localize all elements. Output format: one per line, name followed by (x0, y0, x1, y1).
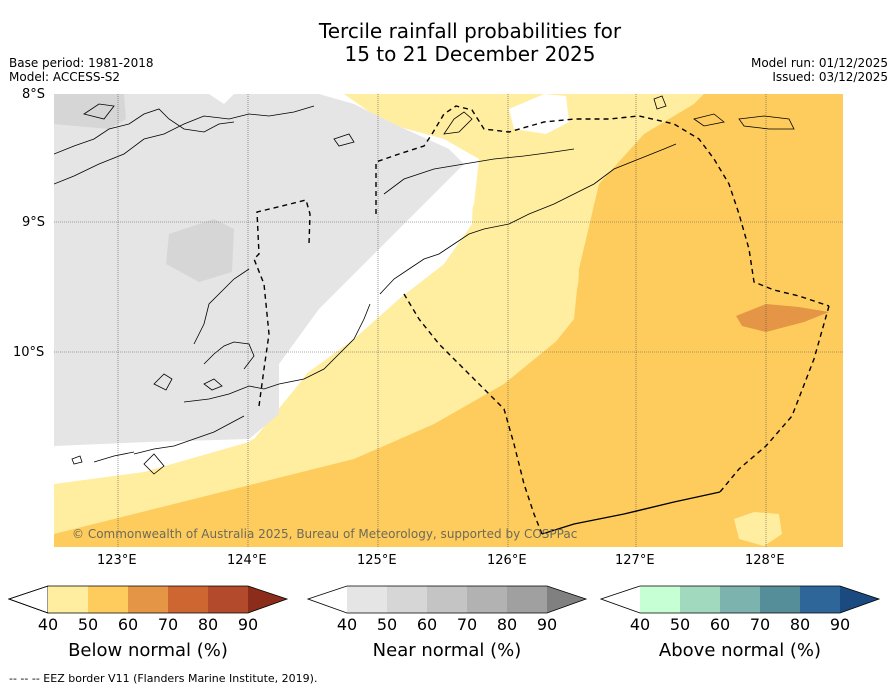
near-tick-50: 50 (376, 615, 398, 634)
below-tick-90: 90 (237, 615, 259, 634)
below-swatch-90 (208, 586, 248, 613)
above-tick-80: 80 (789, 615, 811, 634)
rainfall-map (54, 94, 843, 547)
near-swatch-90 (507, 586, 547, 613)
near-swatch-70 (427, 586, 467, 613)
above-normal-label: Above normal (%) (658, 640, 822, 661)
below-tick-70: 70 (157, 615, 179, 634)
near-tick-90: 90 (536, 615, 558, 634)
high-probability-spot (736, 304, 829, 332)
colorbar-above (600, 585, 881, 614)
near-normal-label: Near normal (%) (372, 640, 522, 661)
lon-label-128e: 128°E (745, 553, 785, 568)
near-tick-80: 80 (496, 615, 518, 634)
coastlines (54, 95, 795, 475)
below-tick-60: 60 (117, 615, 139, 634)
yellow-blob (734, 512, 782, 546)
model-run: Model run: 01/12/2025 (750, 56, 888, 70)
above-tick-50: 50 (669, 615, 691, 634)
meta-left: Base period: 1981-2018 Model: ACCESS-S2 (9, 56, 154, 84)
title-line-2: 15 to 21 December 2025 (344, 42, 596, 66)
lat-label-9s: 9°S (22, 215, 46, 230)
near-swatch-under (308, 586, 347, 613)
near-swatch-80 (467, 586, 507, 613)
near-swatch-over (547, 586, 586, 613)
lat-label-8s: 8°S (22, 87, 46, 102)
above-swatch-50 (640, 586, 680, 613)
lon-label-124e: 124°E (227, 553, 267, 568)
below-tick-50: 50 (77, 615, 99, 634)
above-tick-40: 40 (629, 615, 651, 634)
model-name: Model: ACCESS-S2 (9, 70, 121, 84)
above-swatch-90 (800, 586, 840, 613)
lon-label-126e: 126°E (487, 553, 527, 568)
above-swatch-under (601, 586, 640, 613)
copyright-notice: © Commonwealth of Australia 2025, Bureau… (72, 527, 578, 541)
above-swatch-80 (760, 586, 800, 613)
above-swatch-60 (680, 586, 720, 613)
near-normal-darker-2 (54, 94, 126, 129)
above-swatch-70 (720, 586, 760, 613)
white-patch-top (509, 94, 569, 134)
lat-label-10s: 10°S (13, 345, 45, 360)
below-tick-40: 40 (37, 615, 59, 634)
below-tick-80: 80 (197, 615, 219, 634)
below-swatch-60 (88, 586, 128, 613)
below-swatch-over (248, 586, 287, 613)
eez-border (253, 105, 830, 535)
colorbar-near (307, 585, 588, 614)
below-swatch-50 (48, 586, 88, 613)
near-normal-darker (166, 219, 234, 282)
near-tick-70: 70 (456, 615, 478, 634)
near-swatch-50 (347, 586, 387, 613)
gridlines (54, 94, 843, 547)
near-tick-40: 40 (336, 615, 358, 634)
eez-footnote: -- -- -- EEZ border V11 (Flanders Marine… (9, 672, 318, 685)
map-title: Tercile rainfall probabilities for 15 to… (0, 20, 896, 66)
below-swatch-under (8, 585, 49, 614)
meta-right: Model run: 01/12/2025 Issued: 03/12/2025 (751, 56, 888, 84)
base-period: Base period: 1981-2018 (9, 56, 154, 70)
above-tick-70: 70 (749, 615, 771, 634)
above-swatch-over (840, 586, 879, 613)
lon-label-123e: 123°E (97, 553, 137, 568)
colorbar-below (8, 585, 289, 614)
above-tick-60: 60 (709, 615, 731, 634)
orange-region-2 (54, 94, 843, 547)
below-swatch-80 (168, 586, 208, 613)
lon-label-127e: 127°E (615, 553, 655, 568)
title-line-1: Tercile rainfall probabilities for (318, 19, 622, 43)
lon-label-125e: 125°E (357, 553, 397, 568)
below-swatch-70 (128, 586, 168, 613)
near-swatch-60 (387, 586, 427, 613)
white-patch-small (209, 94, 234, 104)
near-tick-60: 60 (416, 615, 438, 634)
above-tick-90: 90 (829, 615, 851, 634)
below-normal-label: Below normal (%) (68, 640, 228, 661)
issued-date: Issued: 03/12/2025 (772, 70, 888, 84)
eez-solid-segment (541, 491, 721, 535)
